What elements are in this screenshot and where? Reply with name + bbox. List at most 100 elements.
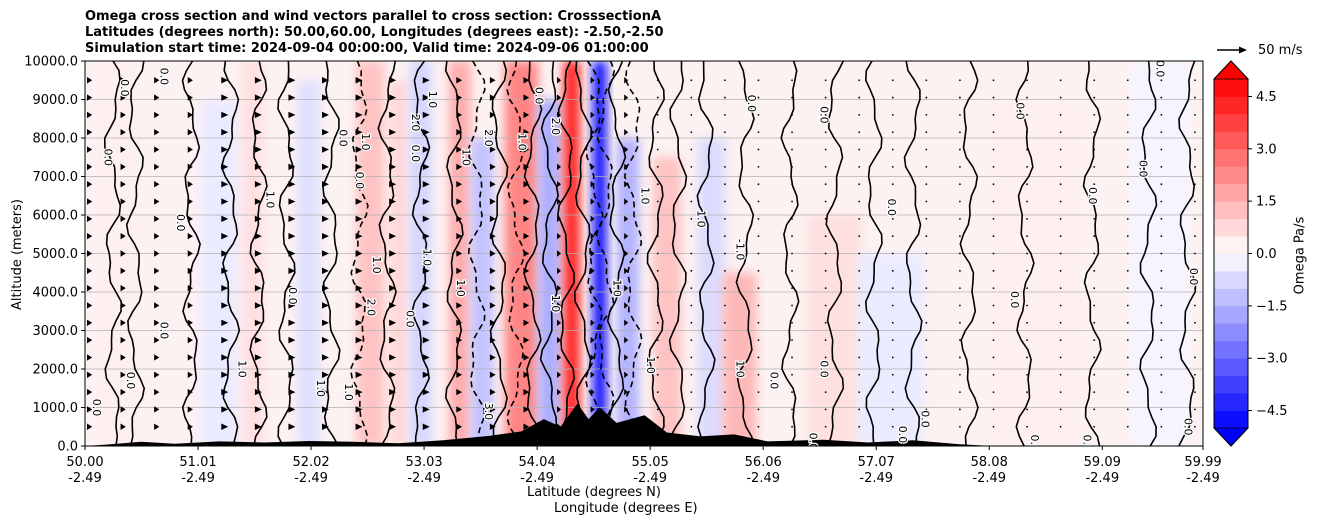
wind-vector-277: [523, 354, 530, 361]
contour-label-14: 1.0: [370, 256, 383, 274]
wind-vector-624: [1059, 165, 1062, 168]
wind-vector-236: [456, 336, 463, 344]
wind-vector-479: [824, 131, 827, 134]
wind-vector-227: [422, 129, 430, 136]
wind-vector-309: [557, 163, 562, 171]
chart-title-line-3: Simulation start time: 2024-09-04 00:00:…: [85, 41, 649, 56]
colorbar-band-5: [1214, 323, 1248, 342]
wind-vector-202: [389, 198, 397, 205]
wind-vector-701: [1194, 287, 1196, 290]
wind-vector-541: [925, 148, 928, 151]
wind-vector-342: [624, 319, 629, 326]
wind-vector-195: [389, 319, 397, 326]
wind-vector-492: [858, 269, 861, 272]
wind-vector-257: [489, 336, 496, 344]
wind-vector-535: [925, 252, 928, 255]
wind-vector-12: [87, 215, 93, 223]
wind-vector-458: [791, 131, 793, 134]
x-axis-label-longitude: Longitude (degrees E): [554, 501, 698, 516]
wind-vector-358: [656, 408, 659, 411]
x-tick-lat-0: 50.00: [66, 455, 103, 470]
wind-vector-383: [690, 339, 693, 342]
x-tick-lon-8: -2.49: [972, 471, 1006, 486]
wind-vector-174: [355, 319, 363, 326]
colorbar-band-15: [1214, 148, 1248, 167]
x-tick-lon-7: -2.49: [859, 471, 893, 486]
wind-vector-7: [87, 302, 93, 309]
wind-vector-332: [590, 129, 595, 136]
wind-vector-65: [187, 388, 193, 396]
wind-vector-0: [87, 423, 93, 430]
wind-vector-411: [723, 217, 726, 220]
wind-vector-269: [489, 129, 496, 136]
wind-vector-471: [824, 269, 827, 272]
x-tick-lat-7: 57.07: [858, 455, 895, 470]
wind-vector-629: [1059, 79, 1062, 82]
wind-vector-291: [523, 111, 530, 119]
wind-vector-487: [858, 356, 861, 359]
wind-vector-689: [1160, 131, 1163, 134]
wind-vector-592: [1026, 356, 1028, 359]
wind-vector-647: [1093, 131, 1096, 134]
wind-vector-40: [120, 94, 126, 101]
x-tick-lat-9: 59.09: [1084, 455, 1121, 470]
wind-vector-49: [154, 302, 160, 309]
contour-line-2: [181, 61, 201, 446]
wind-vector-688: [1160, 148, 1163, 151]
wind-vector-1: [87, 406, 93, 413]
wind-vector-161: [322, 181, 329, 188]
wind-vector-581: [992, 183, 995, 186]
wind-vector-385: [690, 304, 693, 307]
y-tick-label-10: 10000.0: [24, 55, 78, 70]
wind-vector-417: [723, 114, 726, 116]
x-axis: 50.00-2.4951.01-2.4952.02-2.4953.03-2.49…: [66, 446, 1222, 486]
wind-vector-494: [858, 235, 861, 238]
wind-vector-185: [355, 129, 363, 136]
contour-label-39: 0.0: [818, 360, 831, 378]
wind-vector-450: [791, 269, 793, 272]
wind-vector-77: [187, 181, 193, 188]
wind-vector-630: [1093, 425, 1096, 428]
x-tick-lat-1: 51.01: [179, 455, 216, 470]
wind-vector-675: [1160, 373, 1163, 376]
wind-vector-401: [723, 391, 726, 393]
wind-vector-279: [523, 319, 530, 326]
wind-vector-454: [791, 200, 793, 203]
wind-vector-289: [523, 146, 530, 153]
wind-vector-674: [1160, 391, 1163, 393]
wind-vector-80: [187, 129, 193, 136]
wind-vector-457: [791, 148, 793, 151]
wind-vector-347: [624, 232, 629, 240]
colorbar-band-18: [1214, 96, 1248, 115]
wind-vector-459: [791, 114, 793, 116]
wind-vector-96: [221, 215, 229, 223]
wind-vector-156: [322, 267, 329, 275]
wind-vector-216: [422, 319, 430, 326]
wind-vector-143: [288, 129, 296, 136]
colorbar-band-8: [1214, 270, 1248, 289]
wind-vector-167: [322, 77, 329, 84]
wind-vector-706: [1194, 200, 1196, 203]
wind-vector-297: [557, 371, 562, 378]
wind-vector-79: [187, 146, 193, 153]
wind-vector-62: [154, 77, 160, 84]
wind-vector-445: [791, 356, 793, 359]
wind-vector-594: [1026, 321, 1028, 324]
wind-vector-627: [1059, 114, 1062, 116]
wind-vector-387: [690, 269, 693, 272]
wind-vector-199: [389, 250, 397, 257]
wind-vector-477: [824, 165, 827, 168]
wind-vector-110: [254, 336, 262, 344]
wind-vector-653: [1126, 391, 1129, 393]
wind-vector-266: [489, 181, 496, 188]
wind-vector-537: [925, 217, 928, 220]
colorbar-band-11: [1214, 218, 1248, 237]
contour-line-17: [573, 61, 593, 446]
wind-vector-524: [891, 79, 894, 82]
omega-region-3: [297, 80, 321, 446]
wind-vector-126: [288, 423, 296, 430]
wind-vector-460: [791, 96, 793, 99]
colorbar-band-2: [1214, 375, 1248, 394]
wind-vector-352: [624, 146, 629, 153]
wind-vector-393: [690, 165, 693, 168]
